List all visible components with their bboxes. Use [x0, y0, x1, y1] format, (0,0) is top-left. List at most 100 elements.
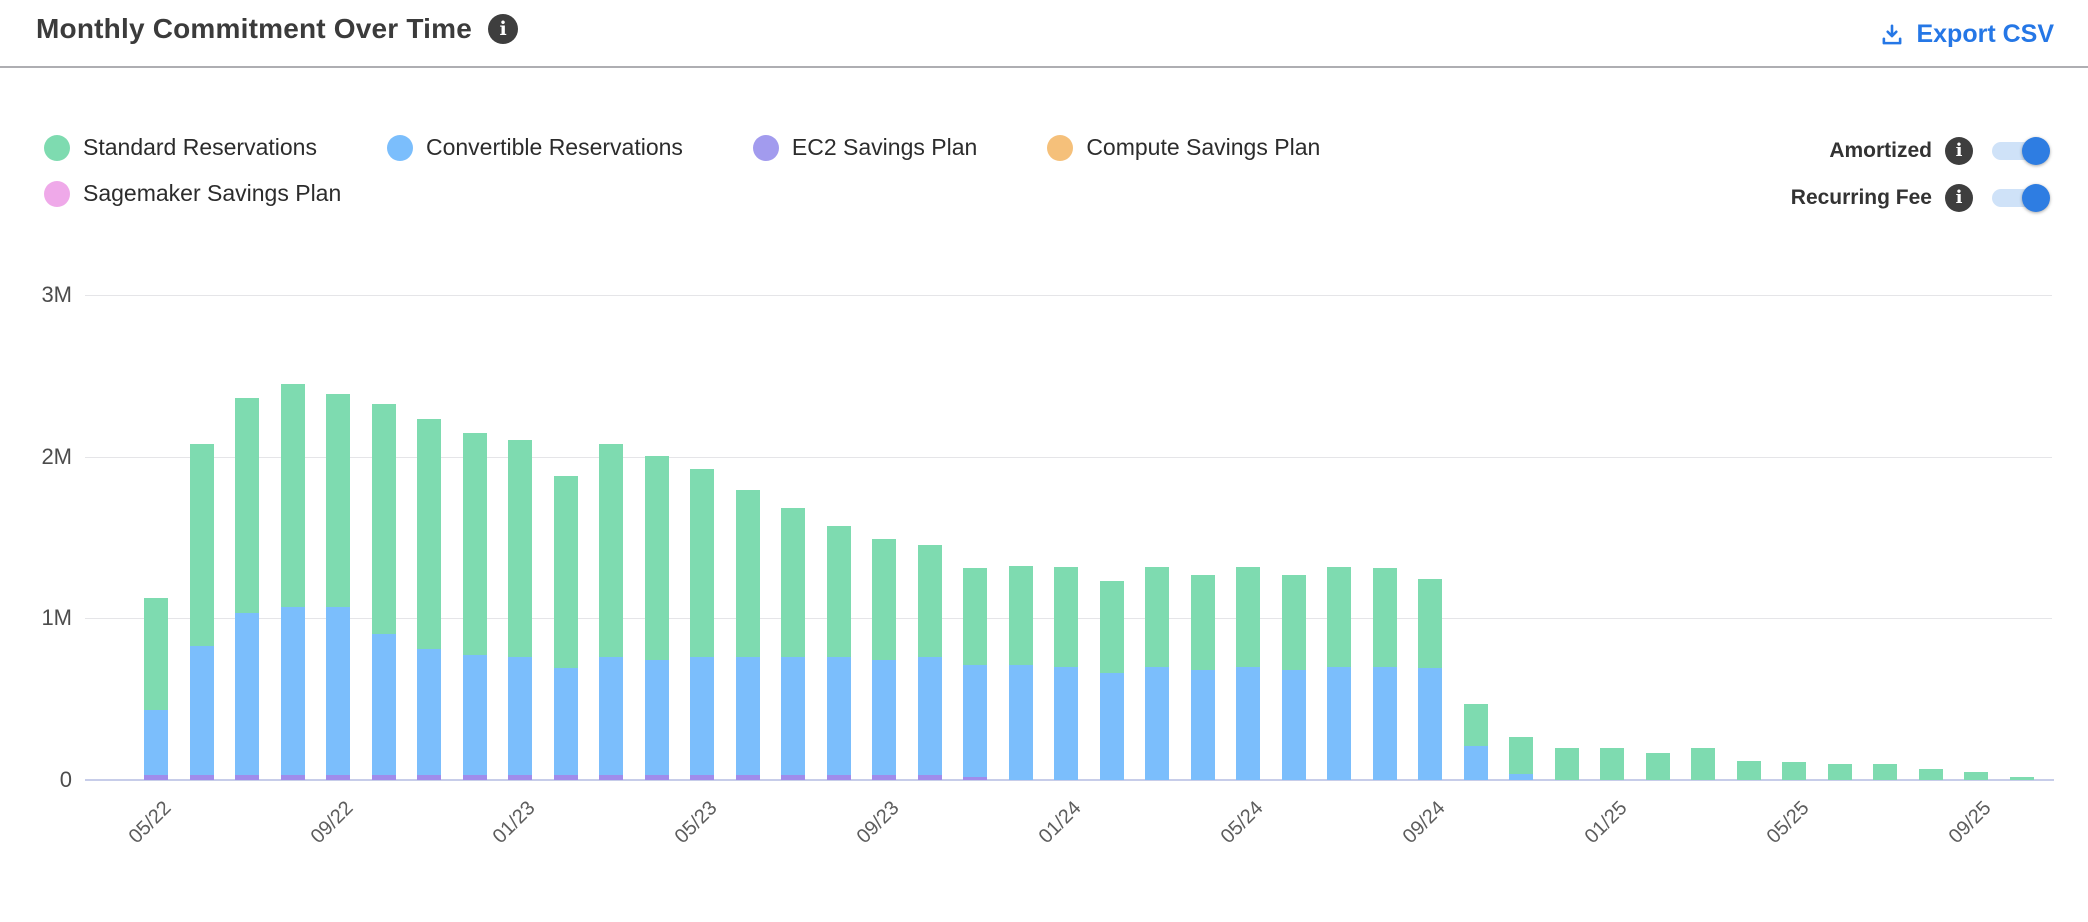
- bar-segment-12/22-convertible-reservations[interactable]: [463, 655, 487, 775]
- export-csv-button[interactable]: Export CSV: [1879, 20, 2054, 49]
- bar-segment-12/24-standard-reservations[interactable]: [1555, 748, 1579, 780]
- toggle-info-icon[interactable]: [1945, 184, 1973, 212]
- bar-segment-09/22-standard-reservations[interactable]: [326, 394, 350, 607]
- bar-segment-07/23-convertible-reservations[interactable]: [781, 657, 805, 775]
- toggle-switch[interactable]: [1992, 184, 2050, 212]
- bar-segment-06/23-ec2-savings-plan[interactable]: [736, 775, 760, 780]
- bar-segment-04/23-ec2-savings-plan[interactable]: [645, 775, 669, 780]
- bar-segment-07/23-standard-reservations[interactable]: [781, 508, 805, 657]
- bar-segment-10/23-convertible-reservations[interactable]: [918, 657, 942, 775]
- bar-segment-02/24-standard-reservations[interactable]: [1100, 581, 1124, 673]
- bar-segment-10/24-standard-reservations[interactable]: [1464, 704, 1488, 746]
- bar-segment-09/22-ec2-savings-plan[interactable]: [326, 775, 350, 780]
- bar-segment-02/24-convertible-reservations[interactable]: [1100, 673, 1124, 780]
- bar-segment-11/24-standard-reservations[interactable]: [1509, 737, 1533, 774]
- bar-segment-09/22-convertible-reservations[interactable]: [326, 607, 350, 775]
- bar-segment-08/22-standard-reservations[interactable]: [281, 384, 305, 607]
- bar-segment-11/22-standard-reservations[interactable]: [417, 419, 441, 649]
- bar-segment-05/22-ec2-savings-plan[interactable]: [144, 775, 168, 780]
- toggle-info-icon[interactable]: [1945, 137, 1973, 165]
- bar-segment-07/22-standard-reservations[interactable]: [235, 398, 259, 613]
- bar-segment-08/24-convertible-reservations[interactable]: [1373, 667, 1397, 780]
- bar-segment-10/22-ec2-savings-plan[interactable]: [372, 775, 396, 780]
- bar-segment-03/23-ec2-savings-plan[interactable]: [599, 775, 623, 780]
- bar-segment-12/22-ec2-savings-plan[interactable]: [463, 775, 487, 780]
- bar-segment-11/24-convertible-reservations[interactable]: [1509, 774, 1533, 780]
- bar-segment-05/23-ec2-savings-plan[interactable]: [690, 775, 714, 780]
- legend-item-sagemaker-savings-plan[interactable]: Sagemaker Savings Plan: [44, 180, 341, 207]
- legend-item-ec2-savings-plan[interactable]: EC2 Savings Plan: [752, 134, 977, 161]
- bar-segment-04/23-standard-reservations[interactable]: [645, 456, 669, 660]
- bar-segment-04/24-standard-reservations[interactable]: [1191, 575, 1215, 670]
- bar-segment-05/25-standard-reservations[interactable]: [1782, 762, 1806, 780]
- bar-segment-09/24-convertible-reservations[interactable]: [1418, 668, 1442, 780]
- bar-segment-08/22-ec2-savings-plan[interactable]: [281, 775, 305, 780]
- bar-segment-02/25-standard-reservations[interactable]: [1646, 753, 1670, 780]
- bar-segment-06/25-standard-reservations[interactable]: [1828, 764, 1852, 780]
- bar-segment-06/24-convertible-reservations[interactable]: [1282, 670, 1306, 780]
- bar-segment-07/22-ec2-savings-plan[interactable]: [235, 775, 259, 780]
- bar-segment-11/22-convertible-reservations[interactable]: [417, 649, 441, 775]
- bar-segment-10/24-convertible-reservations[interactable]: [1464, 746, 1488, 780]
- bar-segment-08/24-standard-reservations[interactable]: [1373, 568, 1397, 667]
- bar-segment-07/23-ec2-savings-plan[interactable]: [781, 775, 805, 780]
- bar-segment-09/23-standard-reservations[interactable]: [872, 539, 896, 660]
- bar-segment-10/23-standard-reservations[interactable]: [918, 545, 942, 657]
- title-info-icon[interactable]: [488, 14, 519, 44]
- bar-segment-04/24-convertible-reservations[interactable]: [1191, 670, 1215, 780]
- bar-segment-08/25-standard-reservations[interactable]: [1919, 769, 1943, 780]
- bar-segment-06/22-convertible-reservations[interactable]: [190, 646, 214, 775]
- bar-segment-05/23-standard-reservations[interactable]: [690, 469, 714, 657]
- bar-segment-07/24-standard-reservations[interactable]: [1327, 567, 1351, 667]
- bar-segment-03/25-standard-reservations[interactable]: [1691, 748, 1715, 780]
- bar-segment-11/23-ec2-savings-plan[interactable]: [963, 777, 987, 780]
- bar-segment-11/23-standard-reservations[interactable]: [963, 568, 987, 665]
- bar-segment-11/23-convertible-reservations[interactable]: [963, 665, 987, 777]
- bar-segment-10/22-convertible-reservations[interactable]: [372, 634, 396, 775]
- bar-segment-04/23-convertible-reservations[interactable]: [645, 660, 669, 775]
- bar-segment-12/23-convertible-reservations[interactable]: [1009, 665, 1033, 780]
- bar-segment-12/23-standard-reservations[interactable]: [1009, 566, 1033, 665]
- bar-segment-01/23-standard-reservations[interactable]: [508, 440, 532, 657]
- legend-item-compute-savings-plan[interactable]: Compute Savings Plan: [1047, 134, 1320, 161]
- bar-segment-06/24-standard-reservations[interactable]: [1282, 575, 1306, 670]
- bar-segment-05/22-standard-reservations[interactable]: [144, 598, 168, 710]
- bar-segment-07/25-standard-reservations[interactable]: [1873, 764, 1897, 780]
- bar-segment-01/25-standard-reservations[interactable]: [1600, 748, 1624, 780]
- bar-segment-12/22-standard-reservations[interactable]: [463, 433, 487, 655]
- bar-segment-03/23-standard-reservations[interactable]: [599, 444, 623, 657]
- bar-segment-08/22-convertible-reservations[interactable]: [281, 607, 305, 775]
- toggle-switch[interactable]: [1992, 137, 2050, 165]
- bar-segment-07/22-convertible-reservations[interactable]: [235, 613, 259, 775]
- bar-segment-01/23-convertible-reservations[interactable]: [508, 657, 532, 775]
- bar-segment-05/24-convertible-reservations[interactable]: [1236, 667, 1260, 780]
- bar-segment-03/24-standard-reservations[interactable]: [1145, 567, 1169, 667]
- bar-segment-06/23-standard-reservations[interactable]: [736, 490, 760, 657]
- bar-segment-01/24-convertible-reservations[interactable]: [1054, 667, 1078, 780]
- bar-segment-09/23-convertible-reservations[interactable]: [872, 660, 896, 775]
- bar-segment-05/22-convertible-reservations[interactable]: [144, 710, 168, 775]
- bar-segment-07/24-convertible-reservations[interactable]: [1327, 667, 1351, 780]
- bar-segment-06/22-standard-reservations[interactable]: [190, 444, 214, 646]
- bar-segment-09/24-standard-reservations[interactable]: [1418, 579, 1442, 668]
- bar-segment-11/22-ec2-savings-plan[interactable]: [417, 775, 441, 780]
- bar-segment-01/23-ec2-savings-plan[interactable]: [508, 775, 532, 780]
- bar-segment-08/23-standard-reservations[interactable]: [827, 526, 851, 657]
- bar-segment-09/23-ec2-savings-plan[interactable]: [872, 775, 896, 780]
- bar-segment-01/24-standard-reservations[interactable]: [1054, 567, 1078, 667]
- bar-segment-05/23-convertible-reservations[interactable]: [690, 657, 714, 775]
- legend-item-standard-reservations[interactable]: Standard Reservations: [44, 134, 317, 161]
- bar-segment-06/22-ec2-savings-plan[interactable]: [190, 775, 214, 780]
- bar-segment-06/23-convertible-reservations[interactable]: [736, 657, 760, 775]
- bar-segment-02/23-convertible-reservations[interactable]: [554, 668, 578, 775]
- bar-segment-10/25-standard-reservations[interactable]: [2010, 777, 2034, 780]
- bar-segment-08/23-convertible-reservations[interactable]: [827, 657, 851, 775]
- legend-item-convertible-reservations[interactable]: Convertible Reservations: [386, 134, 683, 161]
- bar-segment-03/24-convertible-reservations[interactable]: [1145, 667, 1169, 780]
- bar-segment-09/25-standard-reservations[interactable]: [1964, 772, 1988, 780]
- bar-segment-03/23-convertible-reservations[interactable]: [599, 657, 623, 775]
- bar-segment-02/23-standard-reservations[interactable]: [554, 476, 578, 668]
- bar-segment-10/22-standard-reservations[interactable]: [372, 404, 396, 634]
- bar-segment-02/23-ec2-savings-plan[interactable]: [554, 775, 578, 780]
- bar-segment-05/24-standard-reservations[interactable]: [1236, 567, 1260, 667]
